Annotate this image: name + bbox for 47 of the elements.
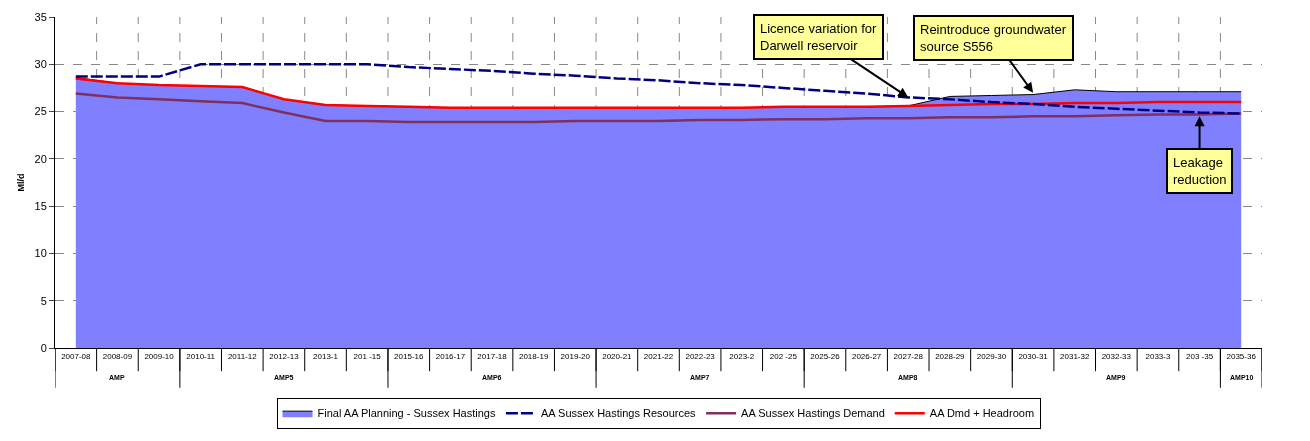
x-tick-label: 2012-13 bbox=[269, 351, 300, 361]
y-tick-label: 15 bbox=[34, 199, 47, 212]
x-tick-label: 2030-31 bbox=[1018, 351, 1049, 361]
x-tick-label: 2009-10 bbox=[144, 351, 175, 361]
annotation: Licence variation for Darwell reservoir bbox=[760, 21, 878, 53]
annotation: Leakage reduction bbox=[1173, 155, 1227, 187]
y-tick-label: 25 bbox=[34, 105, 47, 118]
y-tick-label: 0 bbox=[40, 341, 47, 354]
x-tick-label: 2010-11 bbox=[186, 351, 216, 361]
x-tick-label: 2035-36 bbox=[1226, 351, 1257, 361]
y-axis-title: Ml/d bbox=[15, 173, 26, 192]
annotation: Reintroduce groundwater source S556 bbox=[920, 22, 1067, 54]
x-tick-label: 2033-3 bbox=[1145, 351, 1171, 361]
y-tick-label: 5 bbox=[40, 294, 47, 307]
x-tick-label: 2021-22 bbox=[643, 351, 674, 361]
line-series bbox=[74, 77, 1243, 110]
x-tick-label: 2019-20 bbox=[560, 351, 591, 361]
y-tick-label: 35 bbox=[34, 10, 47, 23]
y-tick-label: 10 bbox=[34, 247, 47, 260]
x-tick-label: 2031-32 bbox=[1060, 351, 1090, 361]
x-tick-label: 2007-08 bbox=[61, 351, 92, 361]
x-tick-label: 202 -25 bbox=[769, 351, 798, 361]
x-tick-label: 2028-29 bbox=[935, 351, 966, 361]
x-tick-label: 2026-27 bbox=[851, 351, 882, 361]
y-tick-label: 30 bbox=[34, 58, 47, 71]
x-tick-label: 2018-19 bbox=[518, 351, 549, 361]
x-tick-label: 2029-30 bbox=[976, 351, 1007, 361]
x-tick-label: 2013-1 bbox=[313, 351, 339, 361]
x-tick-label: 2022-23 bbox=[685, 351, 716, 361]
x-tick-label: 201 -15 bbox=[353, 351, 382, 361]
x-tick-label: 2032-33 bbox=[1101, 351, 1132, 361]
y-tick-label: 20 bbox=[34, 152, 47, 165]
x-tick-label: 2011-12 bbox=[227, 351, 258, 361]
x-tick-label: 2025-26 bbox=[810, 351, 841, 361]
legend-label: AA Sussex Hastings Resources bbox=[540, 407, 697, 420]
x-tick-label: 2017-18 bbox=[477, 351, 508, 361]
x-tick-label: 2008-09 bbox=[102, 351, 133, 361]
x-tick-label: 2027-28 bbox=[893, 351, 924, 361]
legend-label: Final AA Planning - Sussex Hastings bbox=[317, 407, 496, 420]
x-tick-label: 2020-21 bbox=[602, 351, 633, 361]
line-series bbox=[74, 63, 1243, 115]
x-tick-label: 2015-16 bbox=[394, 351, 425, 361]
x-tick-label: 203 -35 bbox=[1186, 351, 1214, 361]
x-tick-label: 2016-17 bbox=[435, 351, 466, 361]
legend-label: AA Dmd + Headroom bbox=[929, 407, 1035, 420]
legend-label: AA Sussex Hastings Demand bbox=[741, 407, 885, 420]
x-tick-label: 2023-2 bbox=[729, 351, 755, 361]
